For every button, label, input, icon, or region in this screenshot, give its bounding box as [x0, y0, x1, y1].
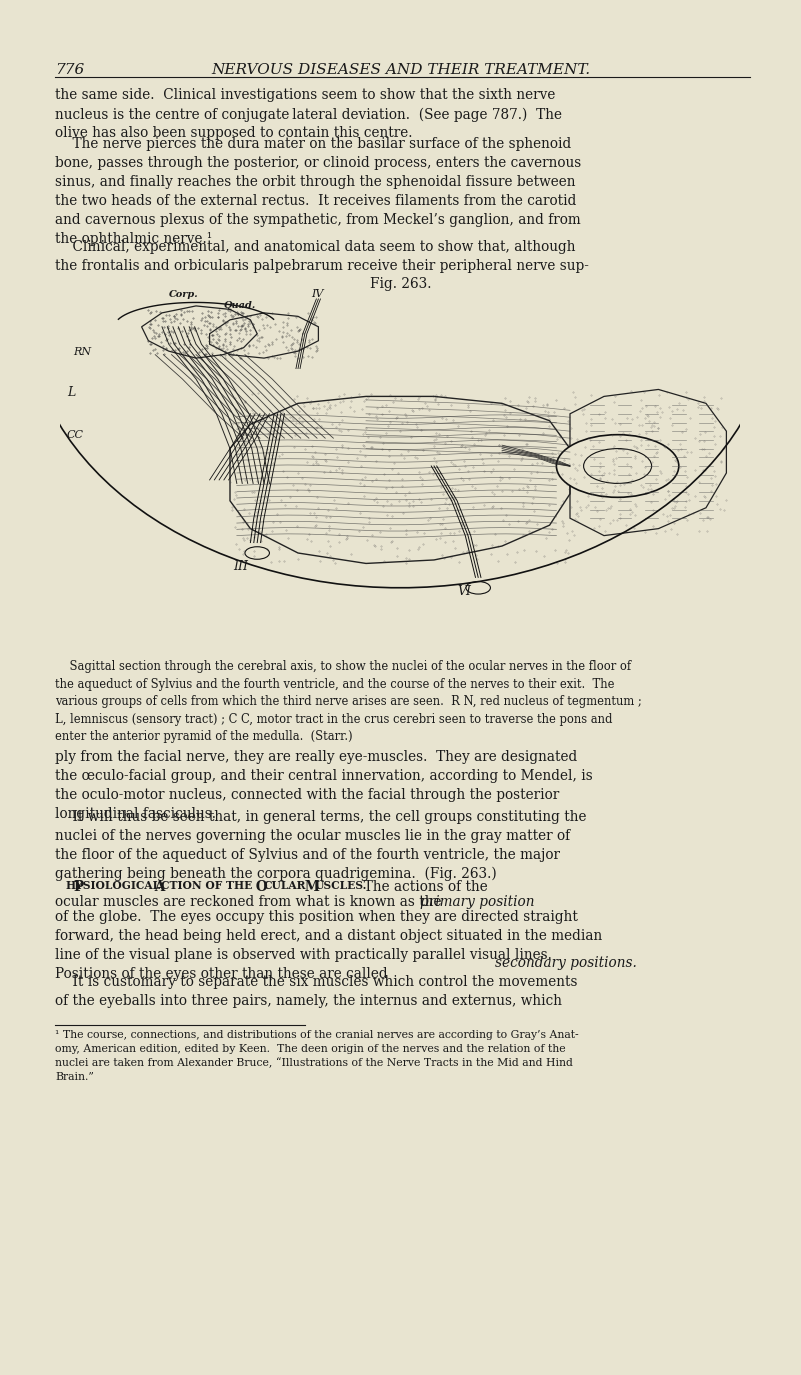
Text: of the globe.  The eyes occupy this position when they are directed straight
for: of the globe. The eyes occupy this posit…	[55, 910, 602, 980]
Text: Corp.: Corp.	[169, 290, 199, 300]
Text: M: M	[300, 880, 320, 894]
Text: A: A	[150, 880, 165, 894]
Text: HYSIOLOGICAL: HYSIOLOGICAL	[65, 880, 160, 891]
Circle shape	[557, 434, 678, 498]
Text: Sagittal section through the cerebral axis, to show the nuclei of the ocular ner: Sagittal section through the cerebral ax…	[55, 660, 642, 743]
Text: ¹ The course, connections, and distributions of the cranial nerves are according: ¹ The course, connections, and distribut…	[55, 1030, 578, 1082]
Circle shape	[466, 582, 490, 594]
Text: secondary positions.: secondary positions.	[495, 956, 637, 969]
Text: RN: RN	[74, 346, 92, 356]
Text: ocular muscles are reckoned from what is known as the: ocular muscles are reckoned from what is…	[55, 895, 446, 909]
Text: USCLES.: USCLES.	[315, 880, 368, 891]
Text: VI: VI	[458, 584, 472, 598]
Text: IV: IV	[312, 289, 324, 300]
Text: CTION OF THE: CTION OF THE	[161, 880, 252, 891]
Text: L: L	[66, 386, 75, 399]
Text: Clinical, experimental, and anatomical data seem to show that, although
the fron: Clinical, experimental, and anatomical d…	[55, 241, 589, 274]
Text: The nerve pierces the dura mater on the basilar surface of the sphenoid
bone, pa: The nerve pierces the dura mater on the …	[55, 138, 582, 246]
Text: It is customary to separate the six muscles which control the movements
of the e: It is customary to separate the six musc…	[55, 975, 578, 1008]
Text: CC: CC	[66, 430, 84, 440]
Text: the same side.  Clinical investigations seem to show that the sixth nerve
nucleu: the same side. Clinical investigations s…	[55, 88, 562, 140]
Text: ply from the facial nerve, they are really eye-muscles.  They are designated
the: ply from the facial nerve, they are real…	[55, 749, 593, 821]
Text: Quad.: Quad.	[223, 301, 256, 309]
Text: NERVOUS DISEASES AND THEIR TREATMENT.: NERVOUS DISEASES AND THEIR TREATMENT.	[211, 63, 590, 77]
Text: It will thus be seen that, in general terms, the cell groups constituting the
nu: It will thus be seen that, in general te…	[55, 810, 586, 881]
Text: O: O	[251, 880, 268, 894]
Text: The actions of the: The actions of the	[355, 880, 488, 894]
Text: 776: 776	[55, 63, 84, 77]
Circle shape	[245, 547, 269, 560]
Text: CULAR: CULAR	[263, 880, 305, 891]
Text: P: P	[55, 880, 84, 894]
Text: Fig. 263.: Fig. 263.	[370, 276, 432, 292]
Text: III: III	[233, 561, 248, 573]
Text: primary position: primary position	[420, 895, 534, 909]
